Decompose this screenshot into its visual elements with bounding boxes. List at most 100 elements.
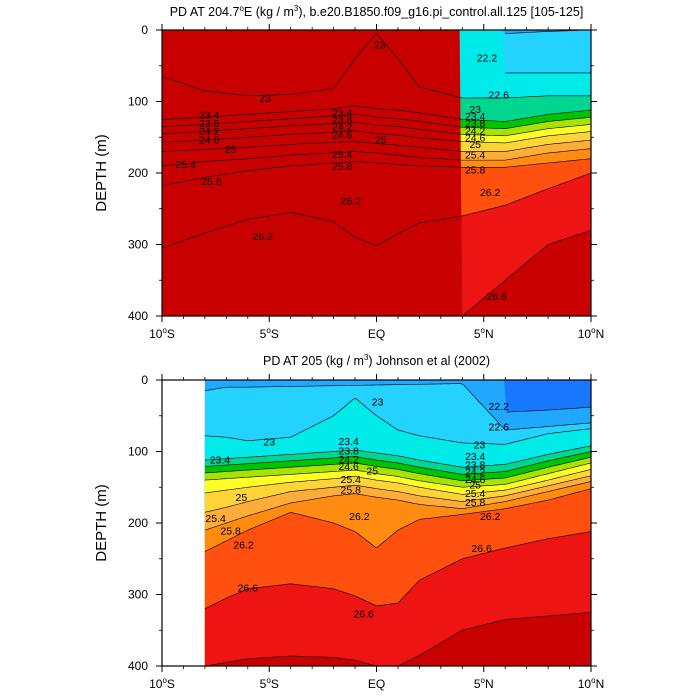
text-part: 10	[149, 677, 163, 691]
isoline	[204, 462, 591, 488]
text-part: o	[481, 326, 486, 335]
isoline	[204, 397, 591, 445]
contour-label: 26.6	[486, 291, 507, 303]
contour-label: 23.4	[465, 111, 486, 123]
contour-label: 26.2	[341, 195, 362, 207]
contour-label: 25.8	[341, 485, 362, 497]
contour-label: 25.4	[205, 513, 226, 525]
contour-label: 26.2	[480, 511, 501, 523]
contour-label: 25.4	[332, 149, 353, 161]
x-tick-label: EQ	[368, 677, 385, 691]
contour-label: 23	[263, 437, 275, 449]
isoline	[162, 105, 591, 122]
contour-label: 26.2	[233, 540, 254, 552]
contour-label: 26.2	[253, 231, 274, 243]
band-fill	[204, 612, 591, 666]
contour-label: 25.8	[465, 497, 486, 509]
contour-label: 25.8	[201, 176, 222, 188]
isoline	[204, 469, 591, 495]
y-tick-label: 400	[128, 659, 148, 673]
contour-label: 25	[375, 135, 387, 147]
isoline	[162, 114, 591, 129]
contour-label: 25	[469, 480, 481, 492]
isoline	[204, 488, 591, 552]
contour-label: 25.4	[341, 474, 362, 486]
y-tick-label: 400	[128, 309, 148, 323]
contour-label: 24.6	[465, 132, 486, 144]
contour-label: 23.8	[465, 118, 486, 130]
contour-label: 23	[372, 397, 384, 409]
text-part: ), b.e20.B1850.f09_g16.pi_control.all.12…	[298, 5, 583, 19]
text-part: 10	[578, 327, 592, 341]
isoline	[204, 481, 591, 531]
text-part: S	[167, 327, 175, 341]
contour-label: 23.4	[210, 455, 231, 467]
text-part: N	[596, 677, 605, 691]
y-tick-label: 300	[128, 588, 148, 602]
isoline	[204, 445, 591, 468]
text-part: S	[167, 677, 175, 691]
contour-label: 24.6	[199, 135, 220, 147]
text-part: E (kg / m	[244, 5, 294, 19]
text-part: o	[591, 326, 596, 335]
contour-label: 22.2	[489, 401, 510, 413]
y-tick-label: 0	[141, 23, 148, 37]
contour-label: 24.2	[465, 467, 486, 479]
contour-label: 23.8	[465, 460, 486, 472]
y-axis-label: DEPTH (m)	[93, 134, 110, 212]
contour-label: 24.6	[332, 130, 353, 142]
contour-label: 25.8	[332, 161, 353, 173]
text-part: 5	[474, 327, 481, 341]
contour-label: 24.2	[332, 122, 353, 134]
model-section-panel: 232322.622.223.423.824.224.623.423.824.2…	[93, 4, 604, 341]
text-part: ) Johnson et al (2002)	[368, 354, 490, 368]
isoline	[162, 158, 591, 187]
isoline	[204, 475, 591, 513]
contour-label: 26.6	[471, 543, 492, 555]
text-part: 10	[578, 677, 592, 691]
contour-label: 25	[366, 465, 378, 477]
contour-label: 23.8	[199, 118, 220, 130]
isoline	[162, 121, 591, 137]
text-part: 5	[260, 677, 267, 691]
y-tick-label: 200	[128, 166, 148, 180]
isoline	[462, 229, 591, 316]
isoline	[204, 612, 591, 666]
isoline	[204, 531, 591, 610]
y-tick-label: 100	[128, 95, 148, 109]
contour-label: 24.6	[338, 461, 359, 473]
contour-label: 26.2	[480, 187, 501, 199]
contour-label: 26.2	[349, 511, 370, 523]
contour-label: 25.8	[465, 165, 486, 177]
text-part: 5	[260, 327, 267, 341]
contour-label: 26.6	[238, 583, 259, 595]
text-part: o	[162, 676, 167, 685]
panel-title: PD AT 204.7oE (kg / m3), b.e20.B1850.f09…	[170, 4, 584, 19]
contour-label: 23.4	[465, 451, 486, 463]
x-tick-label: 5oS	[260, 676, 279, 691]
text-part: N	[485, 327, 494, 341]
isoline	[162, 130, 591, 144]
contour-label: 25.4	[175, 159, 196, 171]
text-part: 5	[474, 677, 481, 691]
x-tick-label: 10oN	[578, 676, 604, 691]
contour-label: 23	[474, 440, 486, 452]
text-part: o	[162, 326, 167, 335]
text-part: N	[596, 327, 605, 341]
contour-label: 23	[259, 93, 271, 105]
contour-label: 23.4	[199, 110, 220, 122]
isoline	[505, 30, 578, 34]
contour-label: 26.6	[353, 608, 374, 620]
contour-fills	[204, 380, 591, 666]
isoline	[162, 139, 591, 152]
contour-label: 25	[469, 139, 481, 151]
panel-title: PD AT 205 (kg / m3) Johnson et al (2002)	[263, 353, 490, 368]
contour-label: 23	[469, 104, 481, 116]
contour-label: 25.4	[465, 150, 486, 162]
text-part: o	[239, 4, 244, 13]
contour-fills	[162, 30, 591, 316]
contour-label: 22.2	[477, 52, 498, 64]
isoline	[204, 451, 591, 475]
contour-label: 25	[236, 492, 248, 504]
